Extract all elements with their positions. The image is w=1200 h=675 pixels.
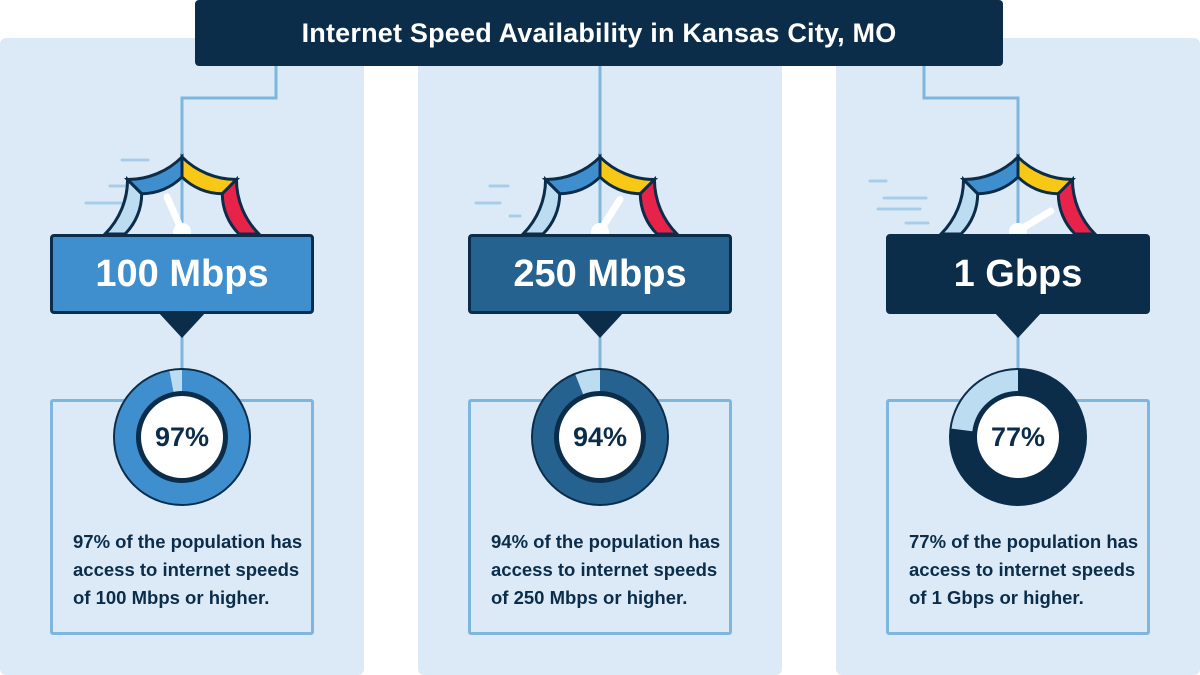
speed-label-1-gbps: 1 Gbps [886,234,1150,314]
gauge-segment [959,153,1020,196]
percent-label-1-gbps: 77% [990,421,1046,452]
pointer-triangle [576,312,624,338]
page-title: Internet Speed Availability in Kansas Ci… [195,0,1003,66]
gauge-segment [638,175,681,236]
percent-label-250-mbps: 94% [572,421,628,452]
donut-filled-arc [533,370,667,504]
donut-filled-arc [951,370,1085,504]
gauge-segment [598,153,659,196]
percent-label-100-mbps: 97% [154,421,210,452]
donut-remaining-arc [169,370,183,392]
speed-label-100-mbps: 100 Mbps [50,234,314,314]
donut-center [977,396,1059,478]
gauge-segment [180,153,241,196]
pointer-triangle [994,312,1042,338]
speed-label-text: 100 Mbps [95,252,269,295]
description-1-gbps: 77% of the population has access to inte… [909,531,1139,608]
gauge-segment [1056,175,1099,236]
speed-label-text: 250 Mbps [513,252,687,295]
description-250-mbps: 94% of the population has access to inte… [491,531,721,608]
speed-label-250-mbps: 250 Mbps [468,234,732,314]
donut-remaining-arc [575,370,601,395]
gauge-segment [541,153,602,196]
donut-remaining-arc [951,370,1019,432]
gauge-segment [123,153,184,196]
pointer-triangle [158,312,206,338]
gauge-segment [220,175,263,236]
gauge-segment [1016,153,1077,196]
speed-label-text: 1 Gbps [953,252,1083,295]
donut-center [141,396,223,478]
donut-center [559,396,641,478]
donut-filled-arc [115,370,249,504]
description-100-mbps: 97% of the population has access to inte… [73,531,303,608]
title-text: Internet Speed Availability in Kansas Ci… [301,17,897,48]
